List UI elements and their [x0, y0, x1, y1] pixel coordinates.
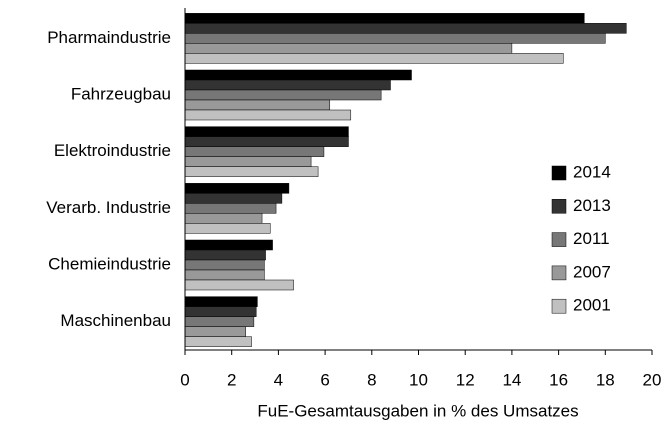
bar — [184, 166, 319, 177]
bar — [184, 23, 627, 34]
legend-label: 2013 — [573, 196, 611, 215]
bar — [184, 279, 294, 291]
x-tick-label: 14 — [502, 370, 521, 389]
bar — [184, 259, 265, 271]
x-axis-label: FuE-Gesamtausgaben in % des Umsatzes — [257, 401, 578, 420]
bar — [184, 326, 246, 337]
legend-label: 2007 — [573, 262, 611, 281]
bar — [184, 53, 564, 64]
bar — [184, 43, 513, 54]
legend-label: 2014 — [573, 162, 611, 181]
x-tick-label: 18 — [596, 370, 615, 389]
x-tick-label: 4 — [274, 370, 283, 389]
bar — [184, 203, 277, 214]
bar — [184, 316, 255, 327]
bar — [184, 79, 391, 91]
y-tick-label: Maschinenbau — [60, 311, 171, 330]
bar — [184, 306, 257, 317]
x-tick-label: 8 — [367, 370, 376, 389]
legend-swatch — [551, 165, 567, 181]
bar — [184, 136, 349, 147]
y-tick-label: Elektroindustrie — [54, 141, 171, 160]
y-tick-label: Chemieindustrie — [48, 254, 171, 273]
bar — [184, 213, 263, 224]
bar — [184, 269, 265, 281]
legend-label: 2011 — [573, 229, 610, 248]
x-tick-label: 12 — [456, 370, 475, 389]
bar — [184, 249, 266, 261]
x-tick-label: 20 — [643, 370, 662, 389]
x-tick-label: 2 — [227, 370, 236, 389]
bar — [184, 99, 331, 111]
bar — [184, 193, 283, 204]
y-tick-label: Pharmaindustrie — [47, 28, 171, 47]
bar — [184, 109, 352, 121]
legend-swatch — [551, 232, 567, 247]
x-tick-label: 16 — [549, 370, 568, 389]
legend-swatch — [551, 298, 567, 314]
x-tick-label: 6 — [320, 370, 329, 389]
bar — [184, 89, 382, 101]
bar — [184, 156, 312, 167]
bar — [184, 146, 325, 157]
y-tick-label: Verarb. Industrie — [46, 198, 171, 217]
legend-swatch — [551, 265, 567, 281]
bar — [184, 183, 290, 194]
bar — [184, 126, 349, 137]
x-tick-label: 0 — [180, 370, 189, 389]
bar — [184, 336, 252, 347]
legend-swatch — [551, 199, 567, 214]
bar — [184, 223, 271, 234]
bar — [184, 296, 258, 307]
bar — [184, 239, 273, 251]
y-tick-label: Fahrzeugbau — [71, 84, 171, 103]
bar — [184, 33, 606, 44]
x-tick-label: 10 — [409, 370, 428, 389]
bar — [184, 69, 412, 81]
bar — [184, 13, 585, 24]
legend-label: 2001 — [573, 296, 611, 315]
